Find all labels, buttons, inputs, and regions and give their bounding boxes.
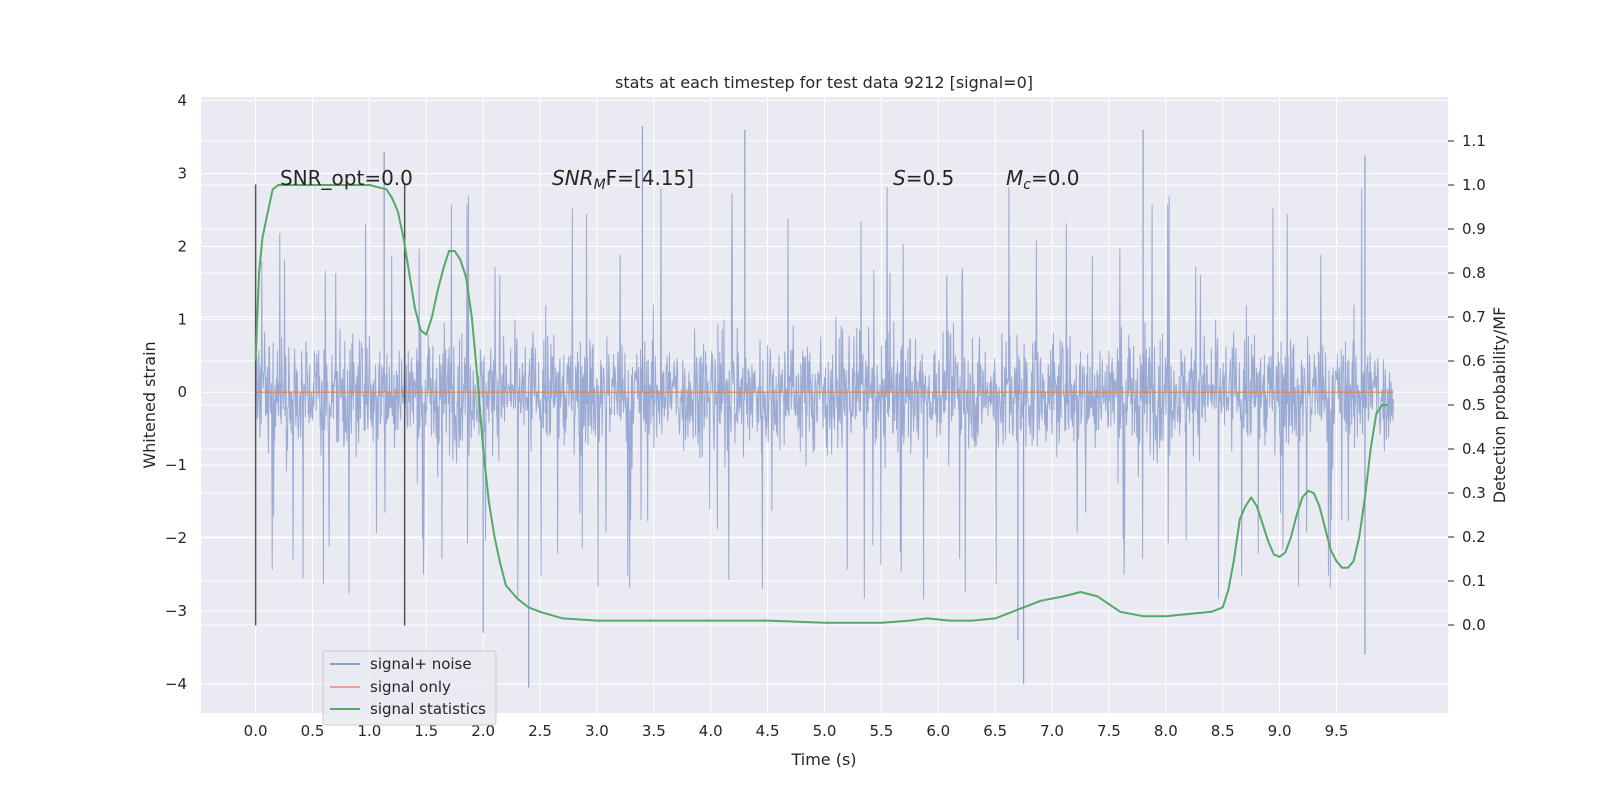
x-tick-label: 3.5 <box>642 722 666 740</box>
y2-tick-label: 0.2 <box>1462 528 1486 546</box>
x-tick-label: 1.5 <box>414 722 438 740</box>
data-series <box>254 184 1394 626</box>
x-tick-label: 0.5 <box>301 722 325 740</box>
annotation-snr-mf-rest: F=[4.15] <box>606 166 694 190</box>
x-axis-label: Time (s) <box>790 750 856 769</box>
y2-tick-label: 0.5 <box>1462 396 1486 414</box>
chart-title: stats at each timestep for test data 921… <box>615 73 1033 92</box>
annotation-mc: Mc=0.0 <box>1006 166 1080 193</box>
y-axis-label: Whitened strain <box>140 341 159 468</box>
y2-tick-label: 0.0 <box>1462 616 1486 634</box>
y-tick-label: 3 <box>177 165 187 183</box>
y2-tick-label: 1.0 <box>1462 176 1486 194</box>
annotation-snr-opt: SNR_opt=0.0 <box>280 166 413 190</box>
x-tick-label: 1.0 <box>357 722 381 740</box>
annotation-snr-mf: SNRMF=[4.15] <box>552 166 694 193</box>
x-tick-label: 6.5 <box>983 722 1007 740</box>
x-tick-label: 0.0 <box>244 722 268 740</box>
y2-axis-label: Detection probability/MF <box>1490 307 1509 504</box>
x-tick-label: 3.0 <box>585 722 609 740</box>
noise-series <box>255 126 1394 688</box>
legend-label-signal-only: signal only <box>370 678 451 696</box>
y2-tick-label: 0.8 <box>1462 264 1486 282</box>
legend-label-signal-statistics: signal statistics <box>370 700 486 718</box>
y2-tick-label: 0.3 <box>1462 484 1486 502</box>
annotation-snr-mf-main: SNR <box>552 166 594 190</box>
x-tick-label: 4.5 <box>756 722 780 740</box>
x-tick-label: 7.0 <box>1040 722 1064 740</box>
y-tick-label: −1 <box>165 456 187 474</box>
annotation-snr-mf-sub: M <box>594 177 606 193</box>
annotation-mc-rest: =0.0 <box>1031 166 1080 190</box>
x-tick-label: 9.5 <box>1325 722 1349 740</box>
y-tick-label: −3 <box>165 602 187 620</box>
x-tick-label: 6.0 <box>926 722 950 740</box>
legend: signal+ noise signal only signal statist… <box>322 650 497 726</box>
x-tick-label: 5.5 <box>869 722 893 740</box>
x-tick-label: 8.5 <box>1211 722 1235 740</box>
x-tick-label: 8.0 <box>1154 722 1178 740</box>
y2-tick-label: 0.4 <box>1462 440 1486 458</box>
y2-tick-label: 0.9 <box>1462 220 1486 238</box>
y-tick-label: 2 <box>177 237 187 255</box>
y2-tick-label: 0.6 <box>1462 352 1486 370</box>
x-tick-label: 9.0 <box>1268 722 1292 740</box>
y2-tick-label: 0.1 <box>1462 572 1486 590</box>
y-tick-label: −2 <box>165 529 187 547</box>
signal-noise-line <box>255 187 1394 600</box>
annotation-s: S=0.5 <box>893 166 954 190</box>
annotation-mc-main: M <box>1006 166 1023 190</box>
y2-tick-label: 0.7 <box>1462 308 1486 326</box>
legend-label-signal-noise: signal+ noise <box>370 655 472 673</box>
legend-box <box>322 650 497 726</box>
y-tick-label: −4 <box>165 675 187 693</box>
x-tick-label: 4.0 <box>699 722 723 740</box>
y-tick-label: 0 <box>177 383 187 401</box>
x-tick-label: 5.0 <box>813 722 837 740</box>
y-tick-label: 4 <box>177 92 187 110</box>
annotation-mc-sub: c <box>1023 177 1031 193</box>
x-tick-label: 2.5 <box>528 722 552 740</box>
y2-tick-label: 1.1 <box>1462 132 1486 150</box>
tick-labels: 0.0 0.5 1.0 1.5 2.0 2.5 3.0 3.5 4.0 4.5 5.0 5.5 6.0 6… <box>165 92 1486 740</box>
annotation-s-rest: =0.5 <box>906 166 955 190</box>
x-tick-label: 2.0 <box>471 722 495 740</box>
x-tick-label: 7.5 <box>1097 722 1121 740</box>
y-tick-label: 1 <box>177 310 187 328</box>
annotation-s-main: S <box>893 166 906 190</box>
signal-statistics-line <box>254 184 1388 624</box>
